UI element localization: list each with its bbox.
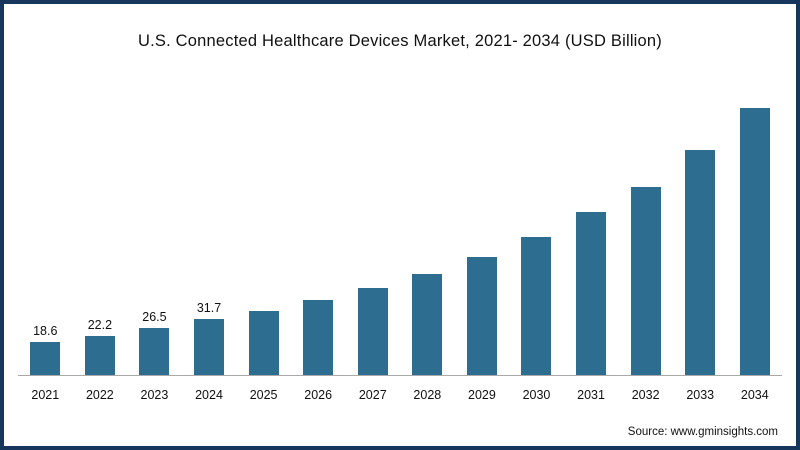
bar: [466, 257, 497, 375]
bar: [84, 336, 115, 375]
bar-column: 26.5: [127, 97, 182, 375]
bar-column: 18.6: [18, 97, 73, 375]
bar-column: [400, 97, 455, 375]
bar: [412, 274, 443, 375]
bar: [194, 319, 225, 375]
bar: [630, 187, 661, 375]
x-axis-tick-label: 2030: [522, 388, 551, 402]
bar: [248, 311, 279, 375]
chart-title: U.S. Connected Healthcare Devices Market…: [137, 32, 662, 50]
plot-area: 18.6 22.2 26.5 31.7: [18, 97, 782, 376]
x-axis-tick-label: 2034: [740, 388, 769, 402]
bar-value-label: 26.5: [142, 310, 167, 324]
bar-column: [345, 97, 400, 375]
x-axis-tick-label: 2027: [358, 388, 387, 402]
x-axis-tick-label: 2033: [686, 388, 715, 402]
source-attribution: Source: www.gminsights.com: [627, 426, 778, 438]
bar-column: [509, 97, 564, 375]
x-axis-tick-label: 2024: [195, 388, 223, 402]
bar-value-label: 31.7: [196, 301, 222, 315]
bar-value-label: 18.6: [33, 324, 58, 338]
bar-column: [728, 97, 783, 375]
bar-column: 22.2: [73, 97, 128, 375]
x-axis-tick-label: 2029: [468, 388, 496, 402]
bar-column: [618, 97, 673, 375]
bar: [30, 342, 61, 375]
x-axis-tick-label: 2026: [304, 388, 333, 402]
bar: [303, 300, 334, 375]
bar: [576, 212, 607, 375]
x-axis-tick-label: 2031: [577, 388, 605, 402]
bar: [685, 150, 716, 375]
x-axis-tick-label: 2023: [140, 388, 169, 402]
x-axis-tick-label: 2021: [31, 388, 60, 402]
bar-column: [564, 97, 619, 375]
bar: [139, 328, 170, 375]
bar-value-label: 22.2: [87, 318, 113, 332]
x-axis-tick-label: 2025: [249, 388, 278, 402]
bar-column: [236, 97, 291, 375]
bar: [357, 288, 388, 375]
bar: [739, 108, 770, 375]
x-axis-labels: 2021 2022 2023 2024 2025 2026 2027 2028 2029 2030…: [18, 388, 782, 402]
bar-column: 31.7: [182, 97, 237, 375]
bar: [521, 237, 552, 375]
x-axis-tick-label: 2028: [413, 388, 442, 402]
x-axis-tick-label: 2022: [85, 388, 114, 402]
bar-column: [291, 97, 346, 375]
bar-column: [673, 97, 728, 375]
bar-column: [455, 97, 510, 375]
x-axis-tick-label: 2032: [631, 388, 660, 402]
